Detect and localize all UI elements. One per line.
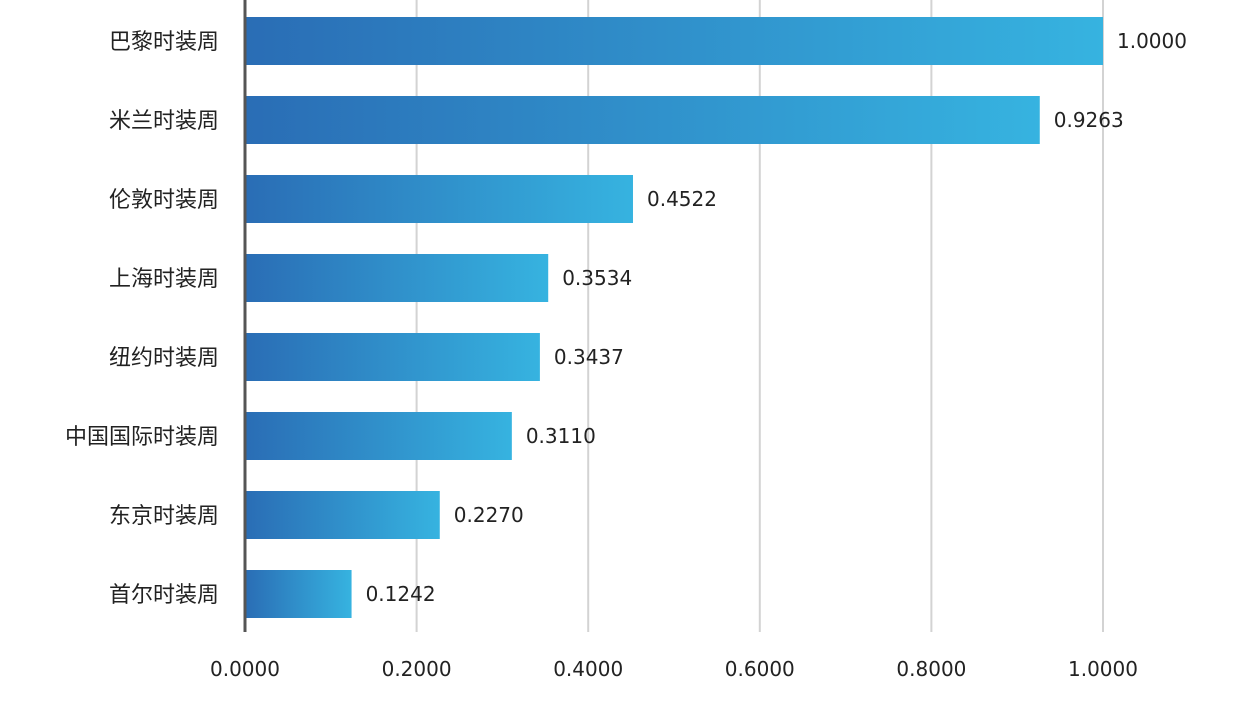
bar [245, 17, 1103, 65]
x-tick-label: 0.6000 [725, 657, 795, 681]
bar [245, 412, 512, 460]
category-label: 上海时装周 [109, 267, 219, 292]
category-label: 巴黎时装周 [109, 30, 219, 55]
value-label: 0.4522 [647, 187, 717, 211]
value-label: 1.0000 [1117, 29, 1187, 53]
category-label: 中国国际时装周 [65, 425, 219, 450]
bar [245, 333, 540, 381]
value-label: 0.2270 [454, 503, 524, 527]
category-label: 纽约时装周 [109, 346, 219, 371]
x-tick-label: 1.0000 [1068, 657, 1138, 681]
bar [245, 254, 549, 302]
x-tick-label: 0.2000 [382, 657, 452, 681]
category-label: 米兰时装周 [109, 109, 219, 134]
labels: 0.0000 0.2000 0.4000 0.6000 0.8000 1.0000 巴黎时装… [65, 29, 1187, 681]
value-label: 0.3534 [562, 266, 632, 290]
bar [245, 570, 352, 618]
x-tick-label: 0.8000 [896, 657, 966, 681]
category-label: 东京时装周 [109, 504, 219, 529]
bar [245, 175, 633, 223]
category-label: 首尔时装周 [109, 583, 219, 608]
value-label: 0.1242 [366, 582, 436, 606]
value-label: 0.3110 [526, 424, 596, 448]
x-tick-label: 0.0000 [210, 657, 280, 681]
bars [245, 17, 1103, 618]
gridlines [415, 0, 1104, 632]
bar [245, 491, 440, 539]
value-label: 0.9263 [1054, 108, 1124, 132]
x-tick-label: 0.4000 [553, 657, 623, 681]
category-label: 伦敦时装周 [109, 188, 219, 213]
value-label: 0.3437 [554, 345, 624, 369]
bar [245, 96, 1040, 144]
